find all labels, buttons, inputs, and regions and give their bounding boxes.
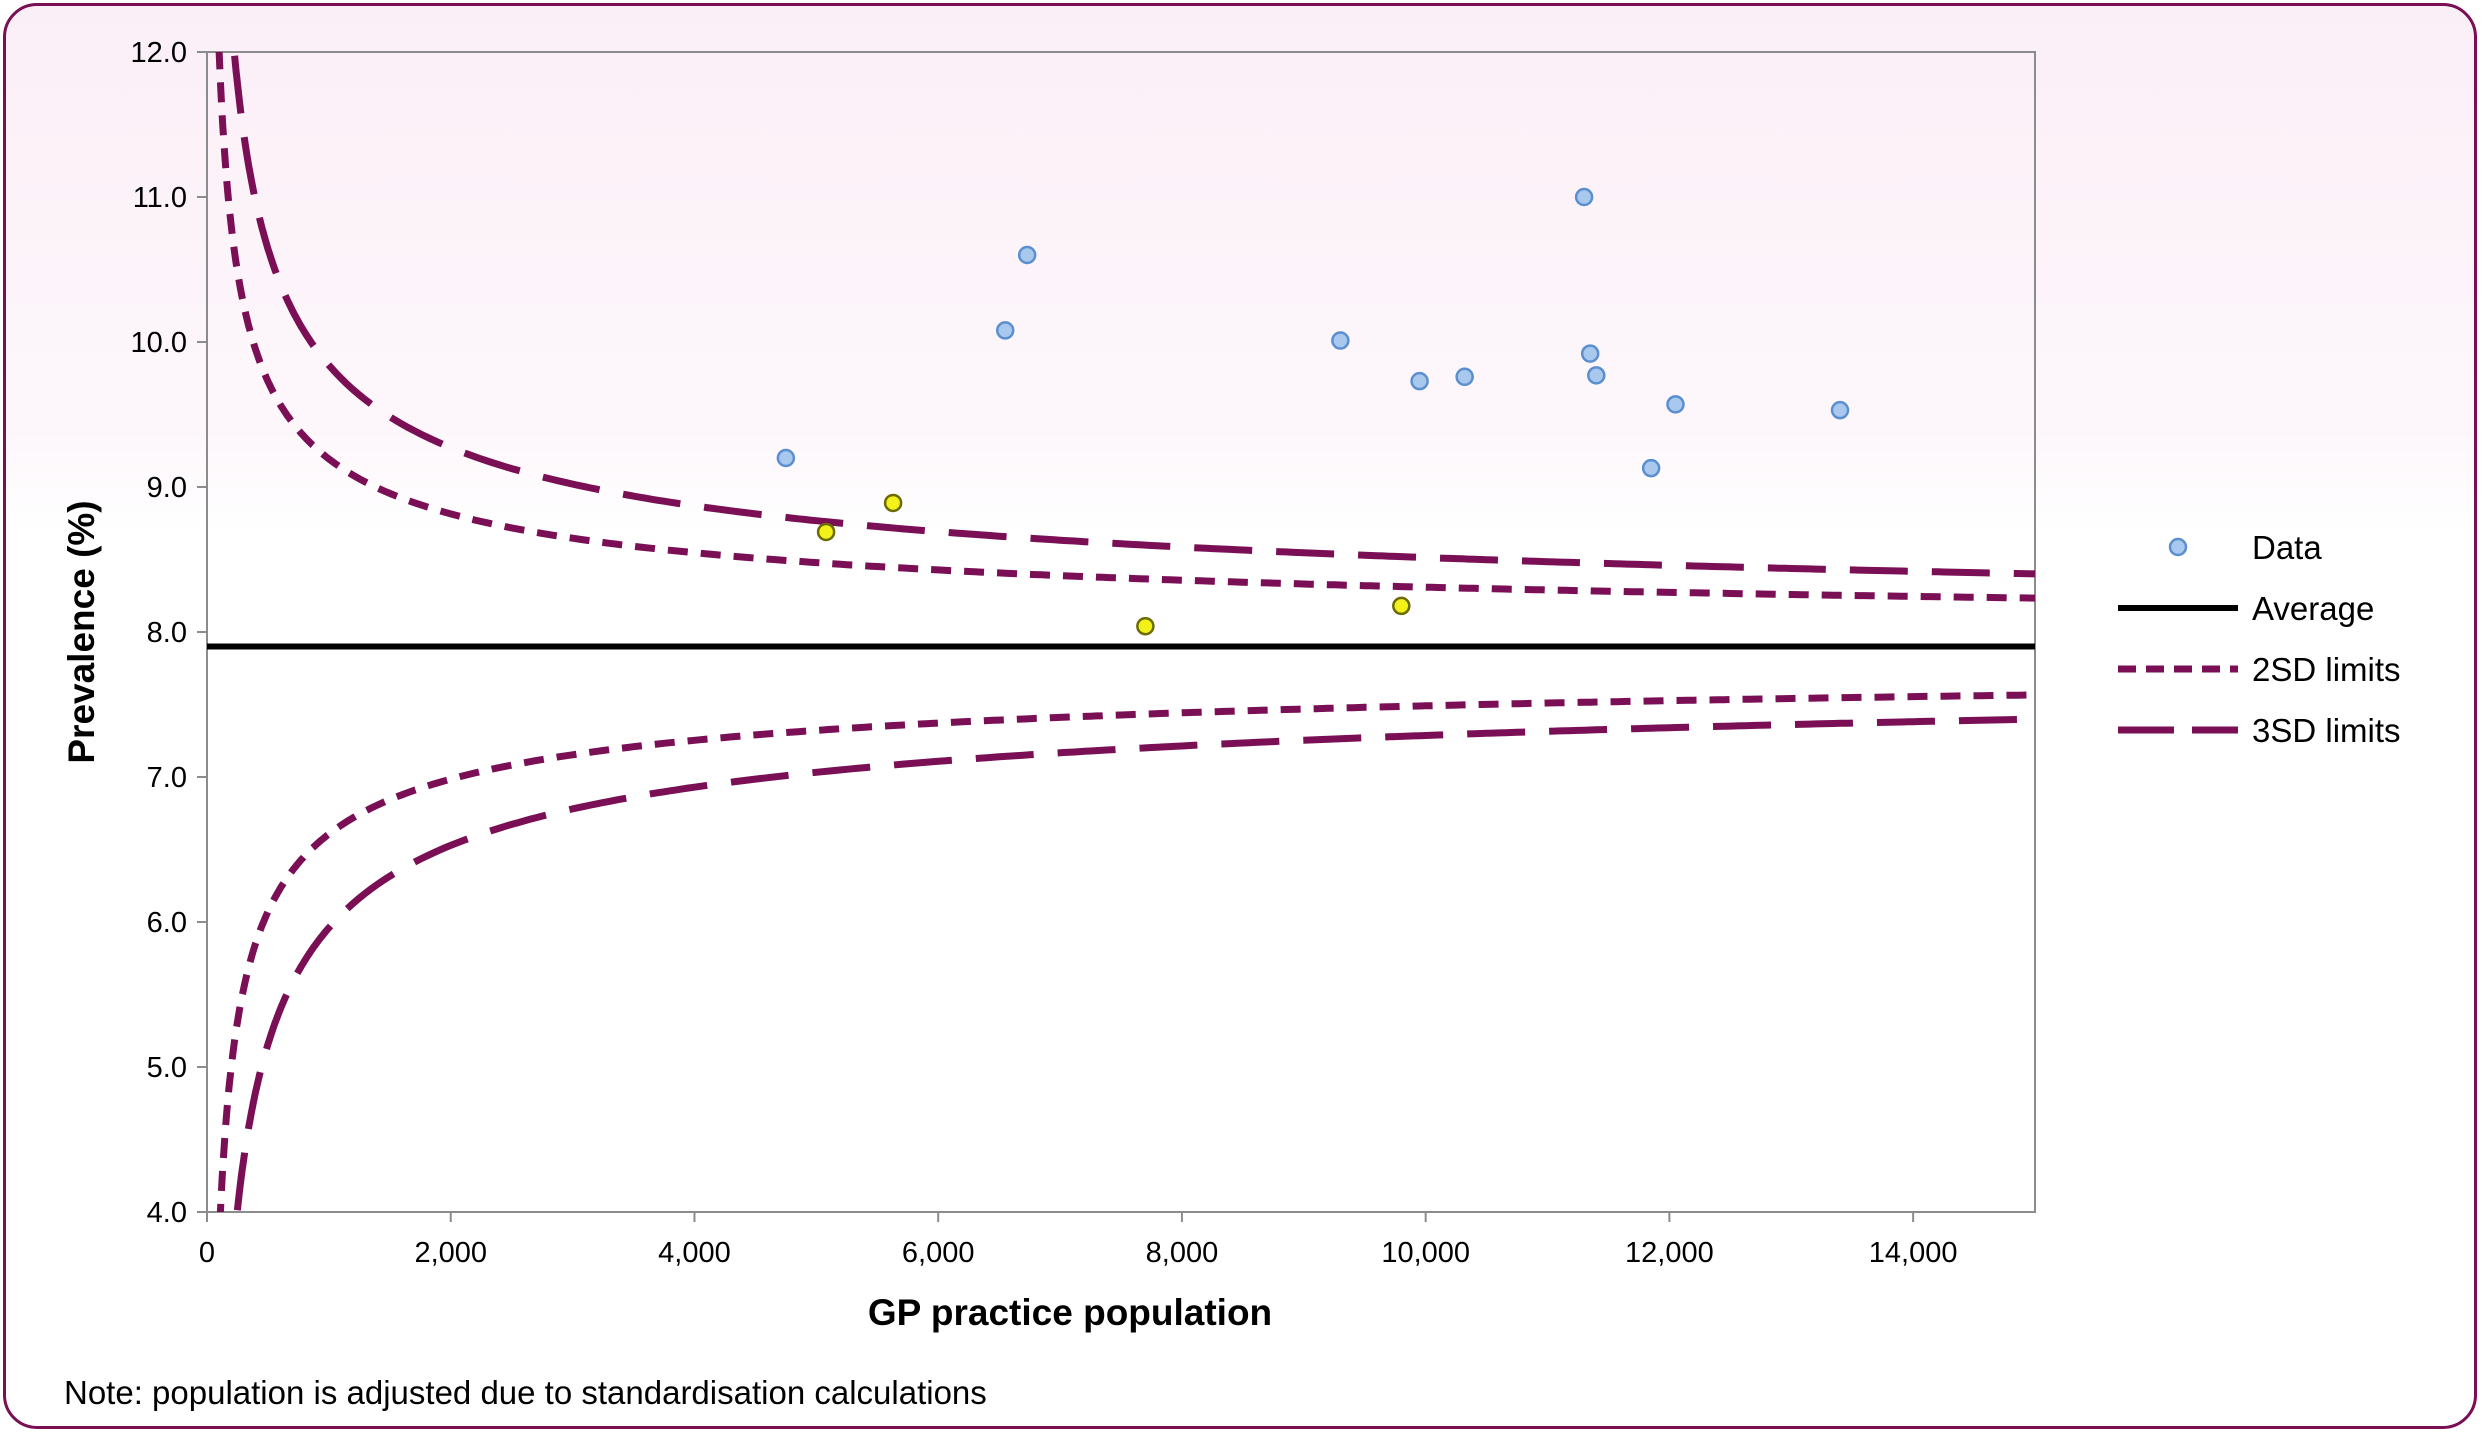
data-point <box>1017 245 1037 265</box>
y-axis: 4.0 5.0 6.0 7.0 8.0 9.0 10.0 11.0 12.0 <box>131 37 207 1229</box>
data-point <box>1830 400 1850 420</box>
data-point <box>1574 187 1594 207</box>
x-axis-title: GP practice population <box>868 1292 1272 1333</box>
data-point <box>1666 395 1685 414</box>
y-tick-label: 11.0 <box>133 182 187 214</box>
x-tick-label: 4,000 <box>658 1237 731 1269</box>
lower-2sd-limit-line <box>216 691 2035 1212</box>
x-tick-label: 14,000 <box>1869 1237 1958 1269</box>
data-point <box>1455 367 1474 387</box>
legend-label: 3SD limits <box>2252 712 2401 749</box>
upper-2sd-limit-line <box>215 52 2035 602</box>
data-point <box>776 448 796 468</box>
legend: Data Average 2SD limits 3SD limits <box>2118 529 2401 749</box>
data-point <box>1580 344 1600 363</box>
legend-label: Data <box>2252 529 2322 566</box>
data-point <box>1587 366 1606 385</box>
chart-frame <box>3 3 2477 1429</box>
y-tick-label: 10.0 <box>131 327 187 359</box>
plot-area <box>206 51 2036 1213</box>
y-tick-label: 5.0 <box>147 1052 187 1084</box>
legend-data-marker <box>2168 537 2188 557</box>
y-tick-label: 9.0 <box>147 472 187 504</box>
legend-label: 2SD limits <box>2252 651 2401 688</box>
x-tick-label: 10,000 <box>1381 1237 1470 1269</box>
x-tick-label: 0 <box>199 1237 215 1269</box>
y-tick-label: 7.0 <box>147 762 187 794</box>
data-points <box>776 187 1850 636</box>
y-axis-title: Prevalence (%) <box>61 500 102 763</box>
y-tick-label: 6.0 <box>147 907 187 939</box>
highlighted-data-point <box>1392 596 1411 616</box>
footnote: Note: population is adjusted due to stan… <box>64 1374 987 1411</box>
data-point <box>1331 331 1350 350</box>
highlighted-data-point <box>1136 616 1155 636</box>
legend-label: Average <box>2252 590 2374 627</box>
x-tick-label: 2,000 <box>414 1237 487 1269</box>
y-tick-label: 4.0 <box>147 1197 187 1229</box>
lower-3sd-limit-line <box>233 715 2035 1212</box>
y-tick-label: 8.0 <box>147 617 187 649</box>
highlighted-data-point <box>883 493 903 513</box>
control-limit-curves <box>207 52 2035 1212</box>
x-tick-label: 8,000 <box>1146 1237 1219 1269</box>
x-tick-label: 6,000 <box>902 1237 975 1269</box>
x-axis: 0 2,000 4,000 6,000 8,000 10,000 12,000 14,000 <box>199 1212 1958 1269</box>
x-tick-label: 12,000 <box>1625 1237 1714 1269</box>
data-point <box>995 321 1015 340</box>
y-tick-label: 12.0 <box>131 37 187 69</box>
upper-3sd-limit-line <box>230 52 2035 578</box>
highlighted-data-point <box>816 522 836 542</box>
data-point <box>1410 371 1429 391</box>
data-point <box>1641 458 1661 478</box>
